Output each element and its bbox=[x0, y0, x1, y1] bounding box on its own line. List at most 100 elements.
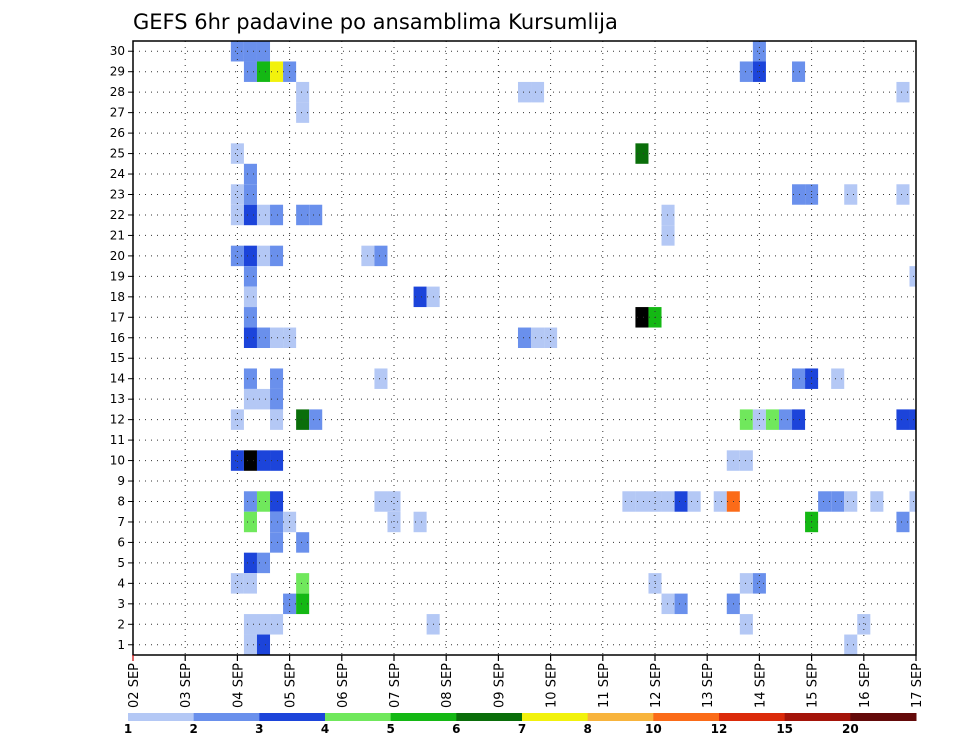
heatmap-cell bbox=[296, 593, 310, 615]
heatmap-cell bbox=[752, 41, 766, 62]
legend-tick-label: 3 bbox=[255, 722, 263, 736]
heatmap-cell bbox=[413, 511, 427, 533]
legend-tick-label: 15 bbox=[776, 722, 793, 736]
heatmap-cell bbox=[256, 245, 271, 267]
x-tick-label: 07 SEP bbox=[388, 663, 403, 708]
heatmap-cell bbox=[896, 409, 910, 430]
heatmap-cell bbox=[844, 634, 858, 655]
heatmap-cell bbox=[230, 204, 244, 226]
x-tick-label: 13 SEP bbox=[701, 663, 716, 708]
x-tick-label: 03 SEP bbox=[179, 663, 194, 708]
heatmap-cell bbox=[309, 409, 323, 430]
heatmap-cell bbox=[765, 409, 779, 430]
heatmap-cell bbox=[256, 634, 271, 655]
legend-tick-label: 5 bbox=[386, 722, 394, 736]
legend-tick-label: 8 bbox=[583, 722, 591, 736]
heatmap-cell bbox=[256, 204, 271, 226]
heatmap-cell bbox=[243, 327, 257, 348]
x-axis: 02 SEP 03 SEP 04 SEP 05 SEP 06 SEP 07 SEP 08 S… bbox=[127, 655, 925, 708]
y-tick-label: 1 bbox=[117, 638, 125, 652]
x-tick-label: 12 SEP bbox=[649, 663, 664, 708]
y-tick-label: 7 bbox=[117, 515, 125, 529]
heatmap-cell bbox=[296, 81, 310, 103]
heatmap-cell bbox=[374, 245, 388, 267]
legend-tick-label: 7 bbox=[518, 722, 526, 736]
chart-title: GEFS 6hr padavine po ansamblima Kursumli… bbox=[133, 10, 618, 34]
heatmap-cell bbox=[413, 286, 427, 308]
y-tick-label: 20 bbox=[110, 249, 125, 263]
y-tick-label: 16 bbox=[110, 331, 125, 345]
heatmap-cell bbox=[674, 491, 688, 512]
heatmap-cell bbox=[517, 327, 532, 348]
heatmap-cell bbox=[270, 511, 284, 533]
heatmap-cell bbox=[243, 245, 257, 267]
heatmap-cell bbox=[517, 81, 532, 103]
y-tick-label: 18 bbox=[110, 290, 125, 304]
x-tick-label: 10 SEP bbox=[545, 663, 560, 708]
heatmap-cell bbox=[531, 81, 545, 103]
heatmap-cell bbox=[792, 368, 806, 389]
heatmap-cell bbox=[243, 204, 257, 226]
y-tick-label: 6 bbox=[117, 535, 125, 549]
plot-grid bbox=[133, 41, 916, 655]
heatmap-cells bbox=[230, 41, 916, 655]
y-tick-label: 29 bbox=[110, 65, 125, 79]
legend-swatch bbox=[456, 713, 523, 721]
heatmap-cell bbox=[661, 491, 675, 512]
y-tick-label: 5 bbox=[117, 556, 125, 570]
heatmap-cell bbox=[296, 102, 310, 123]
heatmap-cell bbox=[674, 593, 688, 615]
heatmap-cell bbox=[256, 450, 271, 471]
x-tick-label: 04 SEP bbox=[231, 663, 246, 708]
heatmap-cell bbox=[309, 204, 323, 226]
heatmap-cell bbox=[256, 41, 271, 62]
legend-swatch bbox=[653, 713, 720, 721]
legend-tick-label: 20 bbox=[842, 722, 859, 736]
legend-tick-label: 2 bbox=[189, 722, 197, 736]
heatmap-cell bbox=[243, 61, 257, 82]
x-tick-label: 06 SEP bbox=[336, 663, 351, 708]
legend-swatch bbox=[719, 713, 786, 721]
heatmap-cell bbox=[909, 266, 916, 287]
heatmap-cell bbox=[778, 409, 793, 430]
legend-swatch bbox=[522, 713, 589, 721]
y-tick-label: 25 bbox=[110, 147, 125, 161]
heatmap-cell bbox=[243, 184, 257, 205]
heatmap-cell bbox=[230, 143, 244, 164]
heatmap-cell bbox=[635, 143, 649, 164]
heatmap-cell bbox=[270, 327, 284, 348]
legend-swatch bbox=[193, 713, 260, 721]
y-axis: 1234567891011121314151617181920212223242… bbox=[110, 44, 133, 652]
heatmap-cell bbox=[243, 266, 257, 287]
heatmap-cell bbox=[296, 204, 310, 226]
heatmap-cell bbox=[661, 225, 675, 246]
heatmap-cell bbox=[256, 491, 271, 512]
y-tick-label: 19 bbox=[110, 269, 125, 283]
heatmap-cell bbox=[844, 184, 858, 205]
heatmap-cell bbox=[818, 491, 832, 512]
y-tick-label: 2 bbox=[117, 617, 125, 631]
color-legend: 1 2 3 4 5 6 7 8 10 12 15 20 bbox=[124, 713, 917, 736]
heatmap-cell bbox=[687, 491, 701, 512]
heatmap-cell bbox=[270, 491, 284, 512]
legend-tick-label: 4 bbox=[321, 722, 329, 736]
heatmap-cell bbox=[243, 41, 257, 62]
heatmap-cell bbox=[544, 327, 558, 348]
heatmap-cell bbox=[661, 204, 675, 226]
heatmap-cell bbox=[792, 409, 806, 430]
heatmap-cell bbox=[243, 286, 257, 308]
heatmap-cell bbox=[270, 368, 284, 389]
legend-swatch bbox=[128, 713, 195, 721]
y-tick-label: 21 bbox=[110, 228, 125, 242]
x-tick-label: 16 SEP bbox=[858, 663, 873, 708]
x-tick-label: 15 SEP bbox=[806, 663, 821, 708]
heatmap-cell bbox=[270, 532, 284, 553]
heatmap-cell bbox=[256, 388, 271, 410]
heatmap-cell bbox=[270, 204, 284, 226]
y-tick-label: 14 bbox=[110, 372, 125, 386]
y-tick-label: 9 bbox=[117, 474, 125, 488]
heatmap-cell bbox=[256, 552, 271, 574]
heatmap-cell bbox=[243, 614, 257, 635]
heatmap-cell bbox=[296, 409, 310, 430]
heatmap-cell bbox=[270, 61, 284, 82]
